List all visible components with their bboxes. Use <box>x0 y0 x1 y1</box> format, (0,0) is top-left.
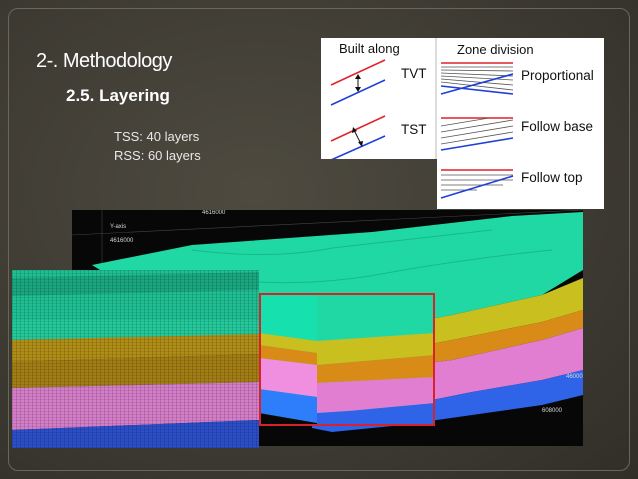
gridded-closeup-render <box>12 270 259 448</box>
follow-base-label: Follow base <box>521 119 594 134</box>
follow-top-base <box>440 175 514 199</box>
zone-division-legend: Zone division Proportional Follow base F… <box>437 38 604 209</box>
tst-base-line <box>331 135 386 159</box>
axis-label-right: 46000 <box>566 374 583 380</box>
tvt-top-line <box>330 59 386 86</box>
follow-top-label: Follow top <box>521 170 583 185</box>
gridded-layer-closeup <box>12 270 259 448</box>
proportional-base <box>440 73 514 95</box>
highlighted-zone-render <box>259 293 435 426</box>
axis-label-y-value: 4616000 <box>110 238 134 244</box>
tvt-base-line <box>330 79 386 106</box>
slide-title: 2-. Methodology <box>36 50 172 72</box>
slide-subtitle: 2.5. Layering <box>66 86 170 105</box>
zone-division-heading: Zone division <box>457 42 534 57</box>
tss-layers-text: TSS: 40 layers <box>114 129 200 144</box>
zone-division-diagram <box>440 62 514 199</box>
tst-label: TST <box>401 122 427 137</box>
slide-frame <box>8 8 630 471</box>
axis-label-y: Y-axis <box>110 224 127 230</box>
axis-label-bottom: 608000 <box>542 408 563 414</box>
tvt-label: TVT <box>401 66 427 81</box>
built-along-diagram <box>330 59 386 159</box>
axis-label-top: 4616000 <box>202 210 226 216</box>
legend-divider <box>435 38 437 159</box>
built-along-heading: Built along <box>339 41 400 56</box>
rss-layers-text: RSS: 60 layers <box>114 148 201 163</box>
proportional-label: Proportional <box>521 68 594 83</box>
tst-top-line <box>330 115 386 142</box>
built-along-legend: Built along TVT TST <box>321 38 435 159</box>
follow-base-base <box>440 137 514 151</box>
highlight-box <box>259 293 435 426</box>
